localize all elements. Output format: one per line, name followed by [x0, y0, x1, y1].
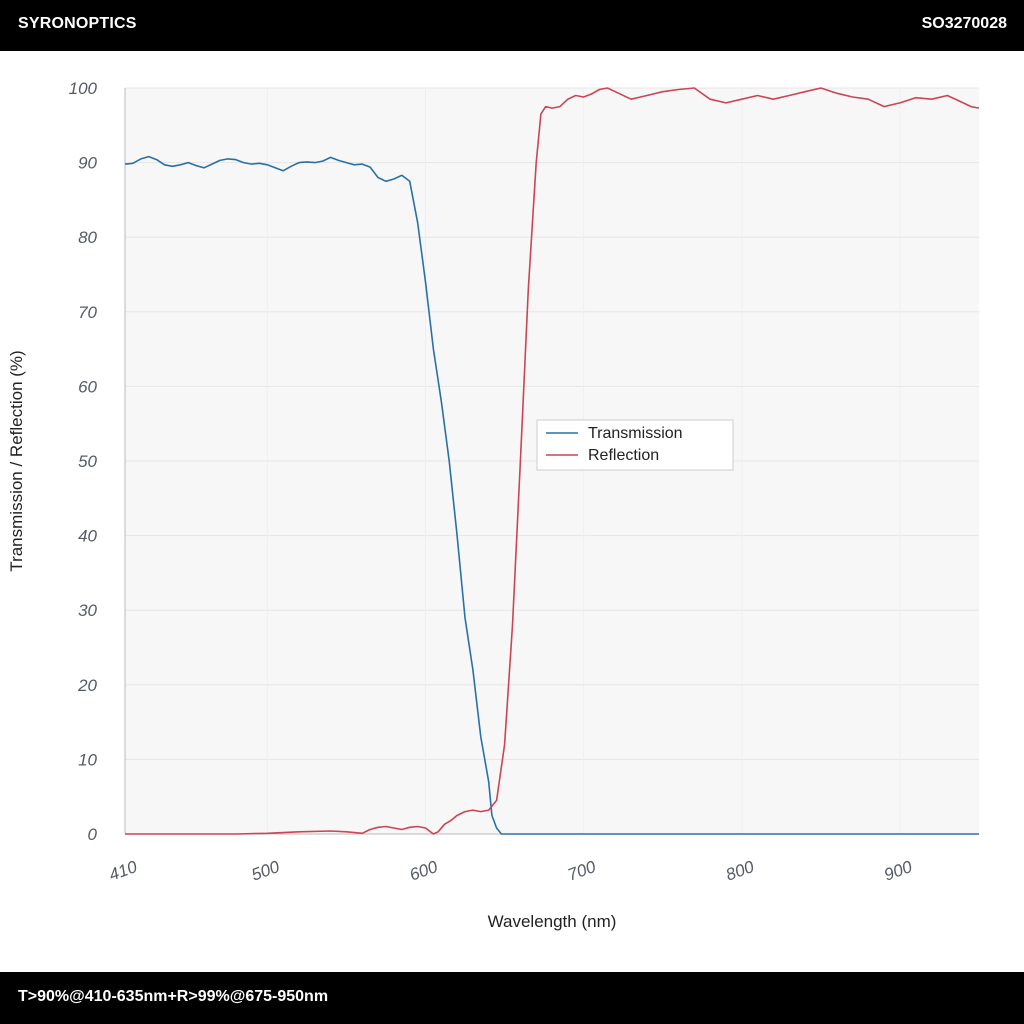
series-line-reflection — [125, 87, 980, 835]
y-tick-label: 80 — [78, 228, 97, 247]
y-tick-label: 50 — [78, 452, 97, 471]
x-tick-label: 600 — [407, 857, 441, 885]
y-tick-label: 0 — [88, 825, 98, 844]
x-tick-label: 700 — [565, 857, 599, 885]
series-lines — [124, 87, 980, 835]
y-axis-title: Transmission / Reflection (%) — [7, 350, 26, 571]
y-tick-label: 20 — [77, 676, 97, 695]
spec-text: T>90%@410-635nm+R>99%@675-950nm — [18, 988, 329, 1005]
y-tick-label: 40 — [78, 527, 97, 546]
y-tick-label: 10 — [78, 750, 97, 769]
legend-label-reflection: Reflection — [588, 447, 659, 464]
brand-name: SYRONOPTICS — [18, 15, 137, 32]
x-axis-ticks: 410 500 600 700 800 900 — [107, 857, 916, 885]
legend-label-transmission: Transmission — [588, 425, 683, 442]
series-line-transmission — [124, 155, 979, 835]
x-tick-label: 900 — [881, 857, 915, 885]
y-tick-label: 30 — [78, 601, 97, 620]
legend: Transmission Reflection — [536, 419, 734, 471]
header-bar: SYRONOPTICS SO3270028 — [0, 0, 1024, 51]
y-tick-label: 60 — [78, 377, 97, 396]
product-code: SO3270028 — [921, 15, 1007, 32]
y-tick-label: 70 — [78, 303, 97, 322]
footer-bar: T>90%@410-635nm+R>99%@675-950nm — [0, 972, 1024, 1024]
x-tick-label: 800 — [723, 857, 757, 885]
y-tick-label: 100 — [69, 79, 98, 98]
legend-box — [536, 419, 734, 471]
x-tick-label: 500 — [249, 857, 283, 885]
x-tick-label: 410 — [107, 857, 141, 885]
y-tick-label: 90 — [78, 154, 97, 173]
y-axis-ticks: 0 10 20 30 40 50 60 70 80 90 100 — [69, 79, 98, 844]
x-axis-title: Wavelength (nm) — [488, 912, 617, 931]
